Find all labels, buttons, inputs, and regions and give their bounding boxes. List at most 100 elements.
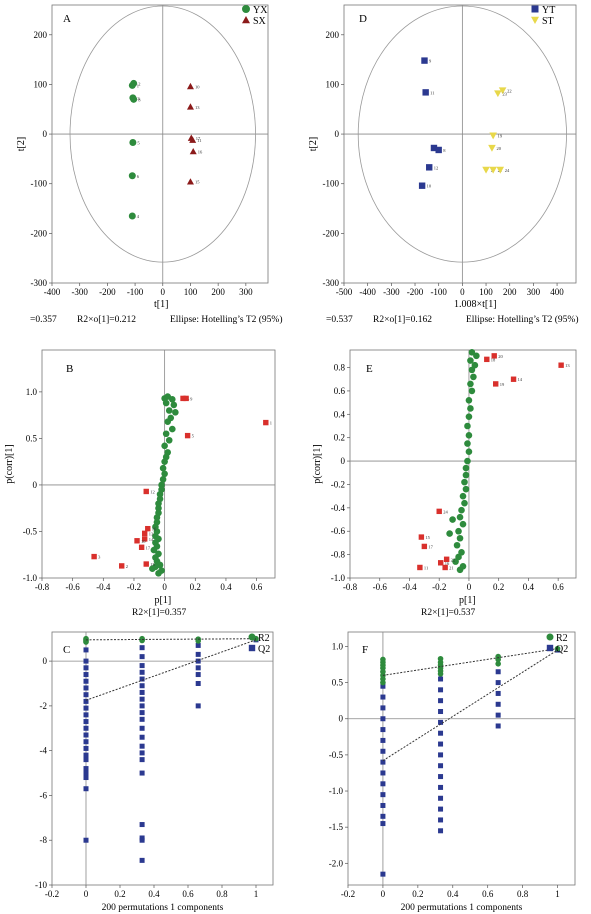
legend-marker-q2 <box>248 644 256 652</box>
y-tick-label: -1.0 <box>331 573 346 583</box>
q2-point <box>83 678 89 684</box>
q2-point <box>380 683 386 689</box>
x-tick-label: 400 <box>550 287 564 297</box>
variable-point <box>161 458 168 465</box>
q2-point <box>380 813 386 819</box>
r2-point <box>495 656 501 663</box>
q2-point <box>83 705 89 711</box>
q2-point <box>139 750 145 756</box>
x-tick-label: 200 <box>503 287 517 297</box>
q2-point <box>139 663 145 669</box>
selected-variable-point <box>143 488 149 495</box>
q2-point <box>495 701 501 707</box>
q2-point <box>139 857 145 863</box>
variable-point <box>453 541 461 549</box>
legend-label: YX <box>253 5 268 16</box>
x-tick-label: 100 <box>479 287 493 297</box>
variable-point <box>459 492 467 500</box>
y-tick-label: 100 <box>34 79 48 89</box>
q2-point <box>83 739 89 745</box>
variable-point <box>162 399 170 407</box>
point-label: 17 <box>196 136 201 141</box>
point-label: 11 <box>430 90 434 95</box>
q2-point <box>438 676 444 682</box>
selected-point-label: 15 <box>425 535 430 540</box>
point-label: 10 <box>195 84 200 89</box>
selected-point-label: 5 <box>192 434 195 439</box>
variable-point <box>458 506 465 514</box>
q2-point <box>83 712 89 718</box>
q2-point <box>83 837 89 843</box>
point-label: 13 <box>195 105 200 110</box>
variable-point <box>470 373 477 381</box>
point-label: 6 <box>137 174 140 179</box>
x-tick-label: -200 <box>407 287 424 297</box>
selected-variable-point <box>145 525 151 532</box>
point-label: 4 <box>137 214 140 219</box>
y-axis-label: t[2] <box>16 137 27 151</box>
score-point <box>435 146 442 154</box>
panel-letter: D <box>359 13 367 25</box>
q2-point <box>83 745 89 751</box>
q2-point <box>139 743 145 749</box>
y-tick-label: -1.0 <box>329 786 344 796</box>
variable-point <box>465 413 473 420</box>
y-tick-label: 1.0 <box>332 641 344 651</box>
variable-point <box>449 516 456 523</box>
variable-point <box>471 361 479 369</box>
variable-point <box>458 548 465 556</box>
y-tick-label: 0.2 <box>334 433 345 443</box>
variable-point <box>467 380 474 388</box>
variable-point <box>459 520 467 528</box>
variable-point <box>164 418 171 425</box>
caption-ellipse: Ellipse: Hotelling’s T2 (95%) <box>466 314 579 325</box>
plot-frame <box>347 631 576 886</box>
y-tick-label: -0.5 <box>329 750 344 760</box>
q2-regression-line <box>85 639 257 701</box>
legend-marker-r2 <box>546 633 554 641</box>
x-tick-label: 0.4 <box>447 889 459 899</box>
score-point <box>488 144 496 152</box>
x-tick-label: 0.2 <box>114 889 125 899</box>
variable-point <box>462 471 470 479</box>
score-point <box>489 132 497 140</box>
hotelling-ellipse <box>357 5 567 263</box>
x-tick-label: 0.2 <box>412 889 423 899</box>
variable-point <box>462 485 470 493</box>
y-tick-label: 0 <box>339 714 344 724</box>
y-tick-label: -0.5 <box>23 526 38 536</box>
legend-label-r2: R2 <box>258 633 270 644</box>
variable-point <box>165 436 173 444</box>
x-tick-label: 0 <box>381 889 386 899</box>
selected-point-label: 9 <box>190 396 193 401</box>
variable-point <box>150 546 158 554</box>
x-tick-label: -0.2 <box>127 582 141 592</box>
q2-point <box>495 690 501 696</box>
score-point <box>498 87 507 95</box>
selected-variable-point <box>180 395 186 402</box>
selected-variable-point <box>138 544 145 550</box>
panel-letter: C <box>63 644 70 656</box>
q2-point <box>438 741 444 747</box>
r2-regression-line <box>85 638 257 641</box>
x-axis-label: p[1] <box>155 595 172 606</box>
x-tick-label: 1 <box>555 889 560 899</box>
selected-point-label: 17 <box>428 544 433 549</box>
selected-point-label: 1 <box>270 421 272 426</box>
q2-point <box>438 719 444 725</box>
selected-point-label: 20 <box>498 354 503 359</box>
selected-point-label: 14 <box>518 377 523 382</box>
variable-point <box>161 470 168 478</box>
x-tick-label: 0.6 <box>182 889 194 899</box>
q2-point <box>139 770 145 776</box>
q2-point <box>139 703 145 709</box>
q2-point <box>83 752 89 758</box>
x-tick-label: 0 <box>162 582 167 592</box>
x-tick-label: -0.2 <box>341 889 355 899</box>
selected-variable-point <box>134 538 140 544</box>
y-tick-label: -0.2 <box>331 479 345 489</box>
y-tick-label: -8 <box>40 835 48 845</box>
x-tick-label: -100 <box>127 287 144 297</box>
variable-point <box>456 566 464 574</box>
selected-point-label: 15 <box>150 562 155 567</box>
